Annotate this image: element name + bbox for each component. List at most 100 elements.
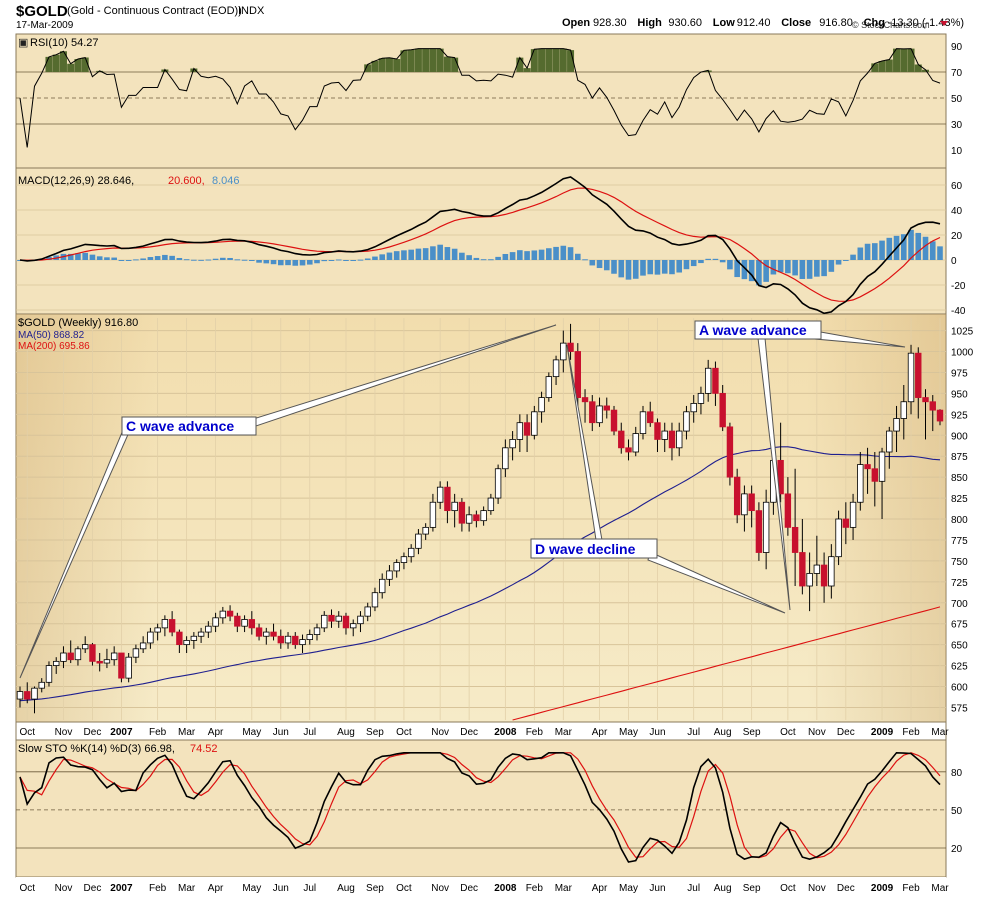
candle-body (67, 652, 74, 661)
candle-body (74, 648, 82, 661)
candle-body (357, 615, 364, 625)
candle-body (639, 411, 647, 434)
macd-histogram-bar (777, 260, 784, 273)
candle-body (697, 392, 705, 404)
candle-body (784, 493, 792, 528)
candle-body (154, 627, 161, 633)
stoch-label-d: 74.52 (190, 743, 218, 755)
macd-histogram-bar (553, 246, 559, 260)
macd-histogram-bar (734, 260, 740, 278)
price-tick-label: 775 (951, 536, 968, 547)
stoch-k-line (19, 751, 941, 863)
month-label-bottom: Nov (55, 883, 73, 894)
candle-body (538, 397, 545, 413)
candle-body (618, 430, 625, 449)
candle-body (205, 625, 212, 633)
macd-histogram-bar (661, 260, 668, 274)
macd-histogram-bar (835, 260, 842, 265)
macd-histogram-bar (669, 260, 675, 275)
candle-body (342, 615, 350, 629)
candle-body (321, 614, 328, 629)
macd-histogram-bar (96, 256, 103, 260)
annotation-d-wave: D wave decline (530, 344, 786, 614)
month-label: Jun (649, 727, 665, 738)
ma200-line (512, 606, 941, 721)
candle-body (176, 631, 183, 646)
macd-histogram-bar (632, 260, 639, 279)
down-arrow-icon (940, 21, 948, 26)
quote-label: Open (562, 17, 590, 29)
macd-histogram-bar (270, 260, 277, 265)
candle-body (299, 639, 306, 646)
macd-histogram-bar (531, 250, 538, 260)
month-label: Aug (337, 727, 355, 738)
macd-tick-label: -40 (951, 306, 966, 317)
macd-histogram-bar (466, 255, 472, 260)
rsi-tick-label: 10 (951, 146, 963, 157)
month-label: 2007 (110, 727, 133, 738)
macd-histogram-bar (459, 252, 465, 260)
candle-body (263, 631, 270, 637)
candle-body (835, 518, 842, 558)
candle-body (654, 422, 661, 440)
rsi-tick-label: 90 (951, 42, 963, 53)
macd-histogram-bar (814, 260, 820, 277)
candle-body (581, 397, 589, 403)
price-tick-label: 700 (951, 599, 968, 610)
macd-histogram-bar (843, 260, 849, 261)
candle-body (668, 430, 676, 449)
macd-histogram-bar (748, 260, 755, 282)
month-label-bottom: Apr (592, 883, 608, 894)
a-wave-box (694, 320, 822, 340)
price-tick-label: 800 (951, 515, 968, 526)
candle-body (415, 533, 422, 549)
macd-histogram-bar (806, 260, 813, 279)
candle-body (893, 418, 900, 432)
macd-histogram-bar (538, 249, 545, 260)
macd-label-main: MACD(12,26,9) 28.646, (18, 175, 134, 187)
macd-histogram-bar (654, 260, 661, 275)
macd-histogram-bar (198, 259, 204, 261)
macd-histogram-bar (864, 243, 871, 260)
macd-histogram-bar (756, 260, 762, 286)
annotation-a-wave: A wave advance (694, 320, 906, 611)
macd-histogram-bar (415, 248, 422, 260)
stoch-series (19, 751, 941, 863)
macd-histogram-bar (647, 260, 654, 275)
macd-line (19, 176, 941, 315)
candle-body (907, 352, 915, 403)
chart-header: $GOLD (Gold - Continuous Contract (EOD))… (16, 3, 964, 31)
macd-tick-label: -20 (951, 281, 966, 292)
quote-value: 930.60 (668, 17, 702, 29)
candle-body (791, 526, 799, 553)
macd-histogram-bar (67, 253, 74, 260)
price-tick-label: 575 (951, 703, 968, 714)
price-tick-label: 600 (951, 683, 968, 694)
candle-body (755, 510, 763, 553)
month-label-bottom: Apr (208, 883, 224, 894)
ma50-label: MA(50) 868.82 (18, 330, 85, 341)
month-label: Nov (431, 727, 449, 738)
candle-body (219, 610, 227, 619)
candle-body (820, 564, 828, 587)
candle-body (936, 409, 944, 422)
macd-histogram-bar (191, 259, 197, 261)
candle-body (842, 518, 850, 528)
candle-body (255, 627, 263, 637)
macd-histogram-bar (234, 259, 241, 261)
candle-body (110, 652, 118, 661)
macd-histogram-bar (821, 260, 827, 277)
price-tick-label: 725 (951, 578, 968, 589)
macd-histogram-bar (46, 256, 52, 260)
macd-histogram-bar (104, 257, 110, 260)
month-label: Mar (931, 727, 949, 738)
candle-body (393, 562, 400, 572)
candle-body (335, 615, 342, 622)
candle-body (726, 426, 734, 478)
macd-histogram-bar (640, 260, 646, 276)
month-label: Sep (743, 727, 761, 738)
macd-histogram-bar (937, 246, 943, 260)
candle-body (270, 631, 277, 637)
c-wave-text: C wave advance (126, 418, 234, 434)
candle-body (277, 635, 284, 644)
